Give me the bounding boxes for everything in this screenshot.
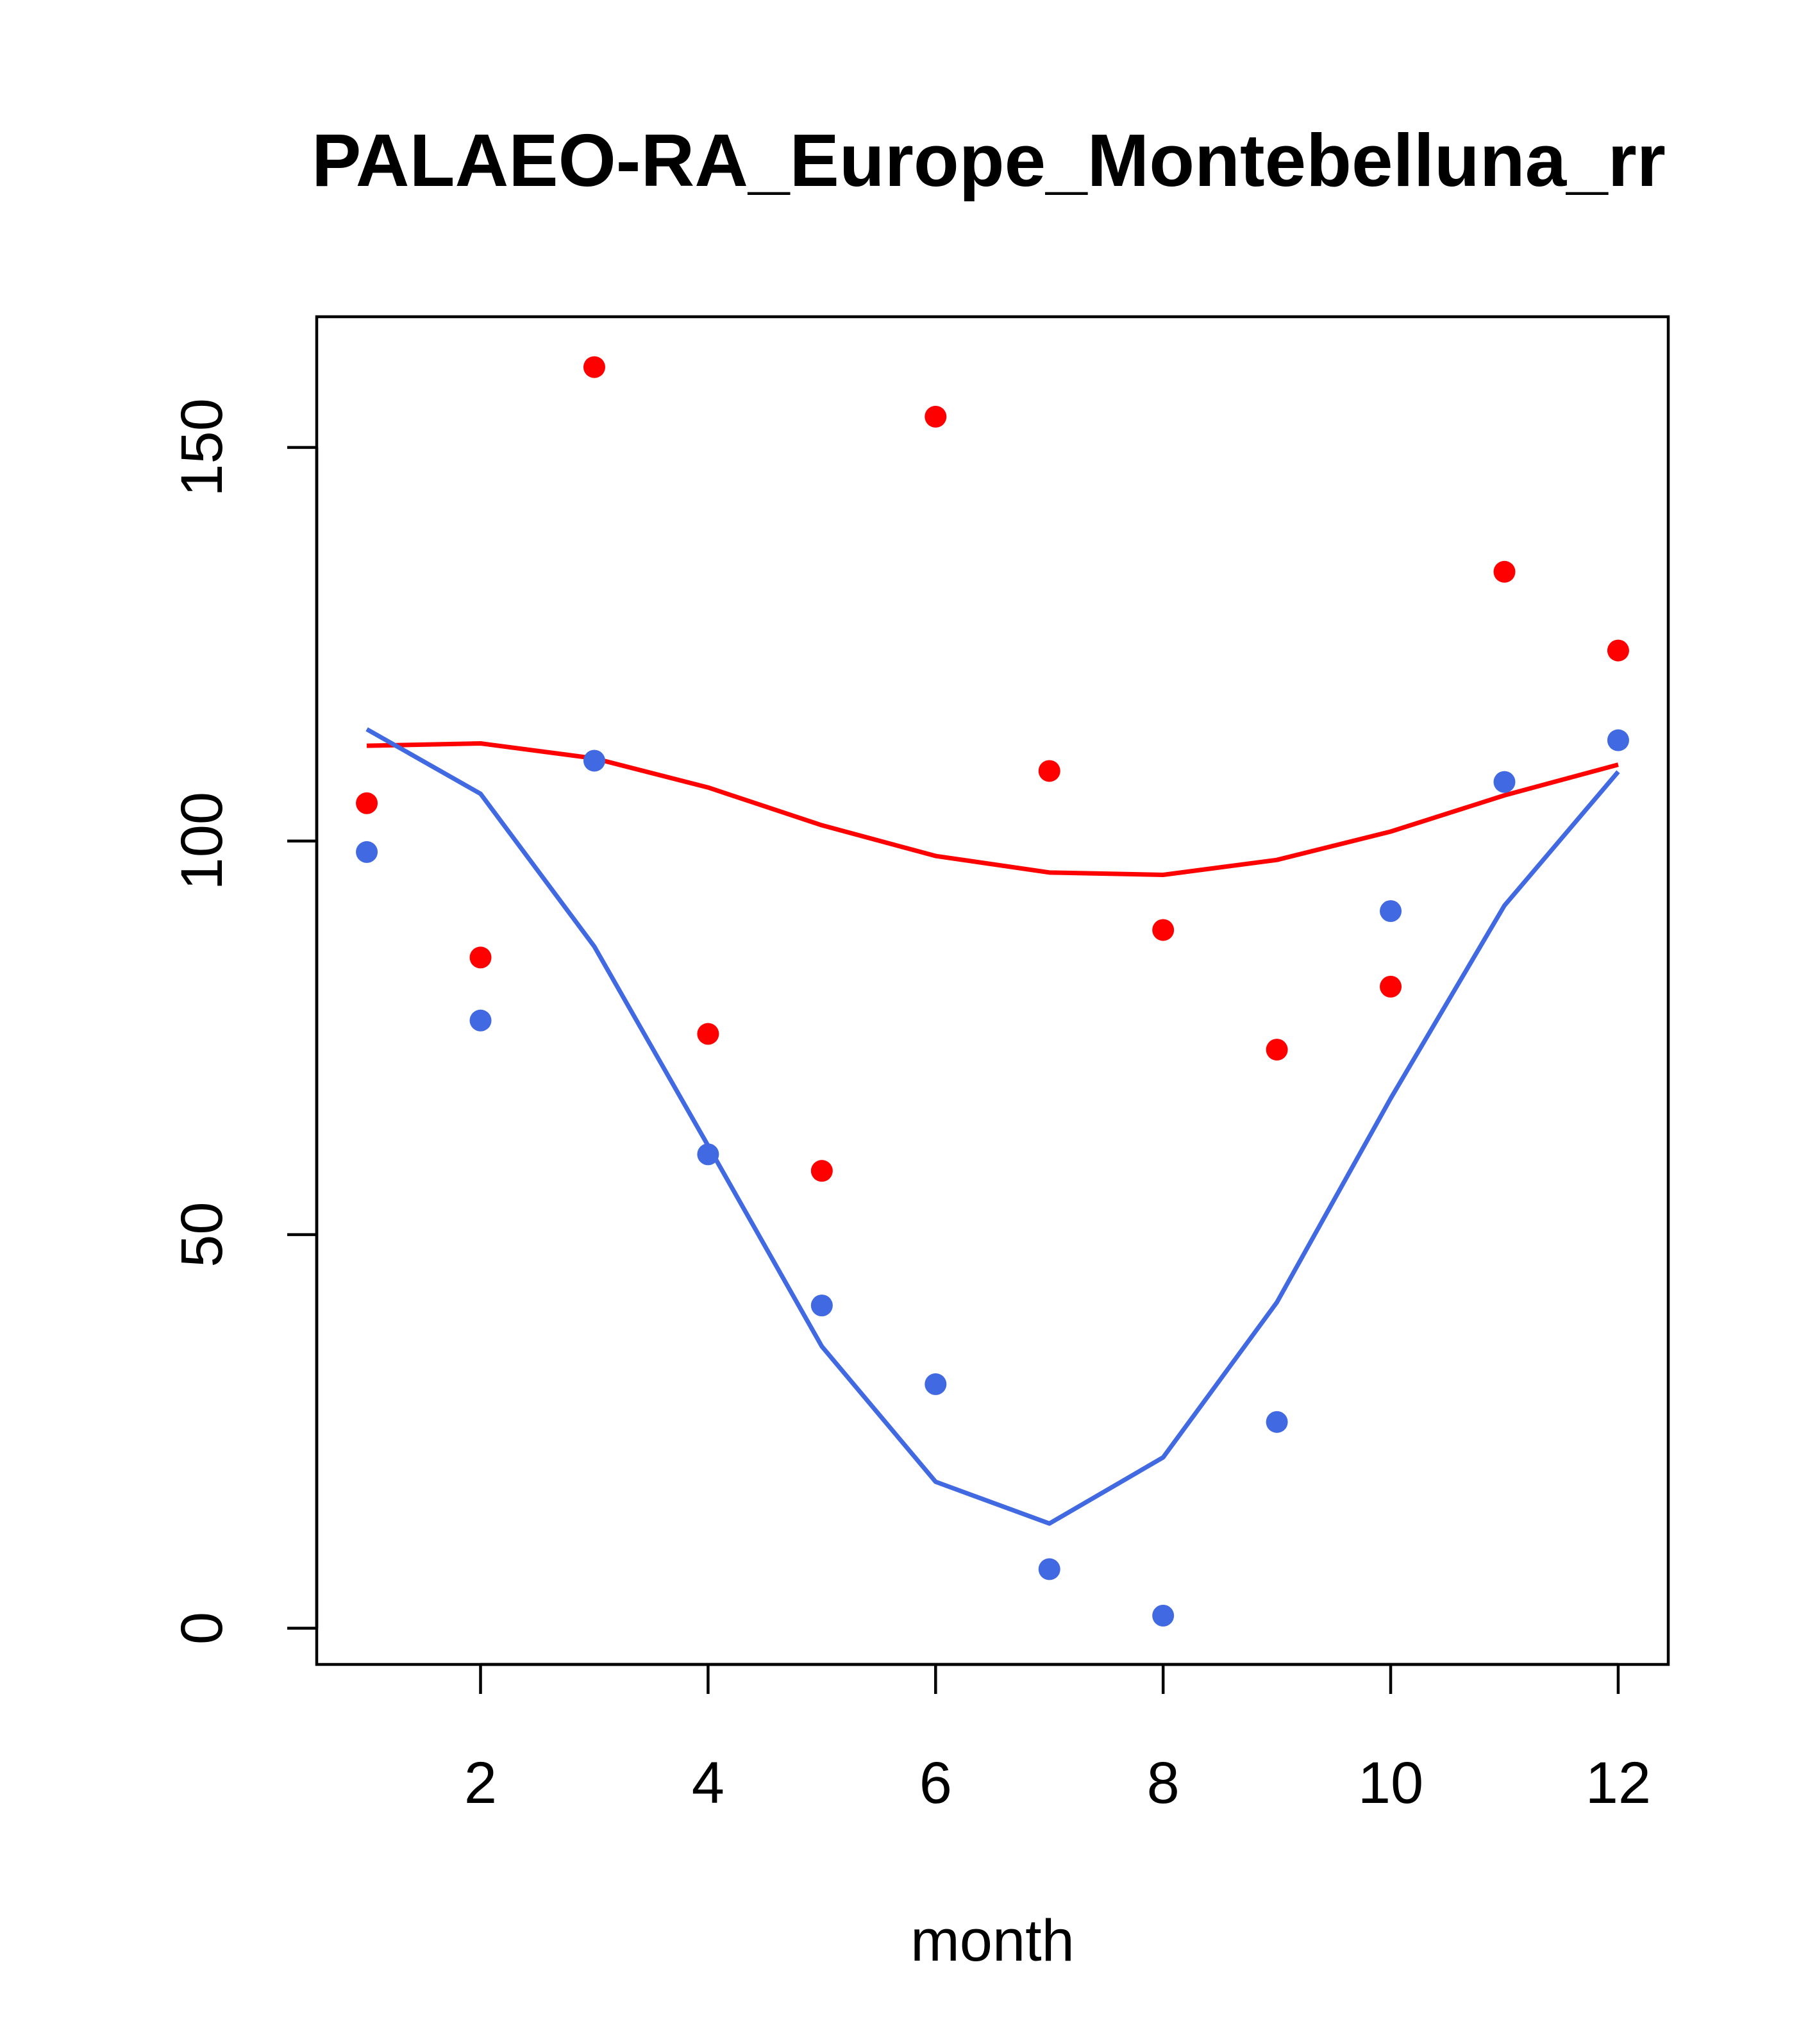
series-2-point (1038, 1558, 1060, 1580)
series-2-point (925, 1373, 947, 1395)
y-tick-label: 150 (169, 398, 235, 497)
series-1-point (1607, 639, 1629, 662)
x-tick-label: 12 (1586, 1750, 1651, 1816)
x-tick-label: 6 (919, 1750, 952, 1816)
series-2-point (469, 1009, 492, 1032)
series-2-point (356, 841, 378, 863)
x-tick-label: 4 (692, 1750, 724, 1816)
series-1-point (697, 1023, 719, 1045)
x-tick-label: 8 (1147, 1750, 1180, 1816)
series-2-point (1493, 771, 1516, 793)
series-line-2 (365, 727, 1620, 1526)
series-1-point (583, 356, 605, 378)
series-1-point (356, 792, 378, 814)
series-1-point (1266, 1039, 1288, 1061)
x-tick-label: 2 (464, 1750, 497, 1816)
series-line-1 (367, 741, 1619, 878)
series-1-point (1493, 560, 1516, 583)
plot-area (315, 315, 1670, 1666)
x-axis-label: month (910, 1908, 1075, 1973)
x-axis: 2 4 6 8 10 12 (464, 1663, 1651, 1816)
y-tick-label: 50 (169, 1202, 235, 1267)
series-1-point (1380, 975, 1402, 998)
y-axis: 0 50 100 150 (169, 398, 319, 1645)
series-1-point (810, 1160, 833, 1182)
series-1-point (1152, 919, 1175, 941)
series-2-point (583, 750, 605, 772)
y-tick-label: 0 (169, 1612, 235, 1645)
y-tick-label: 100 (169, 792, 235, 891)
series-lines (365, 727, 1620, 1526)
series-2-point (697, 1143, 719, 1166)
series-1-point (925, 405, 947, 428)
series-2-point (810, 1294, 833, 1317)
series-points (356, 356, 1629, 1627)
series-2-point (1266, 1411, 1288, 1433)
series-1-point (1038, 760, 1060, 782)
series-2-point (1152, 1604, 1175, 1627)
series-1-point (469, 946, 492, 969)
x-tick-label: 10 (1358, 1750, 1423, 1816)
series-2-point (1380, 900, 1402, 922)
chart-title: PALAEO-RA_Europe_Montebelluna_rr (312, 119, 1666, 202)
series-2-point (1607, 729, 1629, 751)
